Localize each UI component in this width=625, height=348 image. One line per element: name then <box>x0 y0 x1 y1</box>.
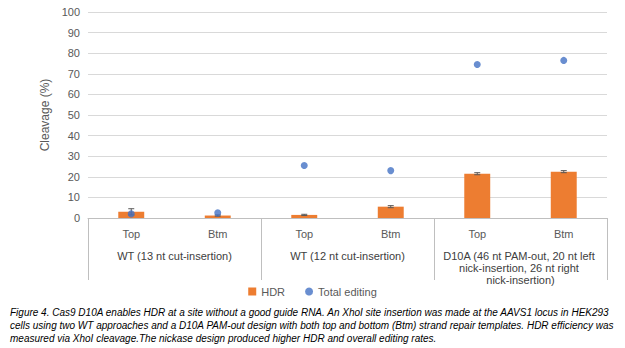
svg-text:90: 90 <box>68 27 80 39</box>
svg-text:Cleavage (%): Cleavage (%) <box>38 79 52 152</box>
svg-text:Top: Top <box>122 228 140 240</box>
svg-text:20: 20 <box>68 171 80 183</box>
svg-text:D10A (46 nt PAM-out, 20 nt lef: D10A (46 nt PAM-out, 20 nt left <box>443 250 598 262</box>
svg-text:Btm: Btm <box>208 228 228 240</box>
svg-text:Btm: Btm <box>554 228 574 240</box>
svg-text:nick-insertion, 26 nt right: nick-insertion, 26 nt right <box>459 262 582 274</box>
svg-text:Total editing: Total editing <box>318 286 377 298</box>
svg-text:40: 40 <box>68 130 80 142</box>
svg-text:Top: Top <box>468 228 486 240</box>
svg-text:100: 100 <box>62 6 80 18</box>
svg-text:WT (12 nt cut-insertion): WT (12 nt cut-insertion) <box>290 250 405 262</box>
svg-text:50: 50 <box>68 109 80 121</box>
svg-text:0: 0 <box>74 212 80 224</box>
svg-text:WT (13 nt cut-insertion): WT (13 nt cut-insertion) <box>117 250 232 262</box>
svg-text:80: 80 <box>68 47 80 59</box>
svg-text:10: 10 <box>68 191 80 203</box>
html-text:Figure 4. Cas9 D10A enables HD: Figure 4. Cas9 D10A enables HDR at a sit… <box>10 307 614 344</box>
svg-text:60: 60 <box>68 88 80 100</box>
svg-text:HDR: HDR <box>261 286 285 298</box>
svg-text:70: 70 <box>68 68 80 80</box>
svg-text:nick-insertion): nick-insertion) <box>486 274 554 286</box>
svg-text:Top: Top <box>295 228 313 240</box>
svg-text:30: 30 <box>68 150 80 162</box>
svg-text:Btm: Btm <box>381 228 401 240</box>
